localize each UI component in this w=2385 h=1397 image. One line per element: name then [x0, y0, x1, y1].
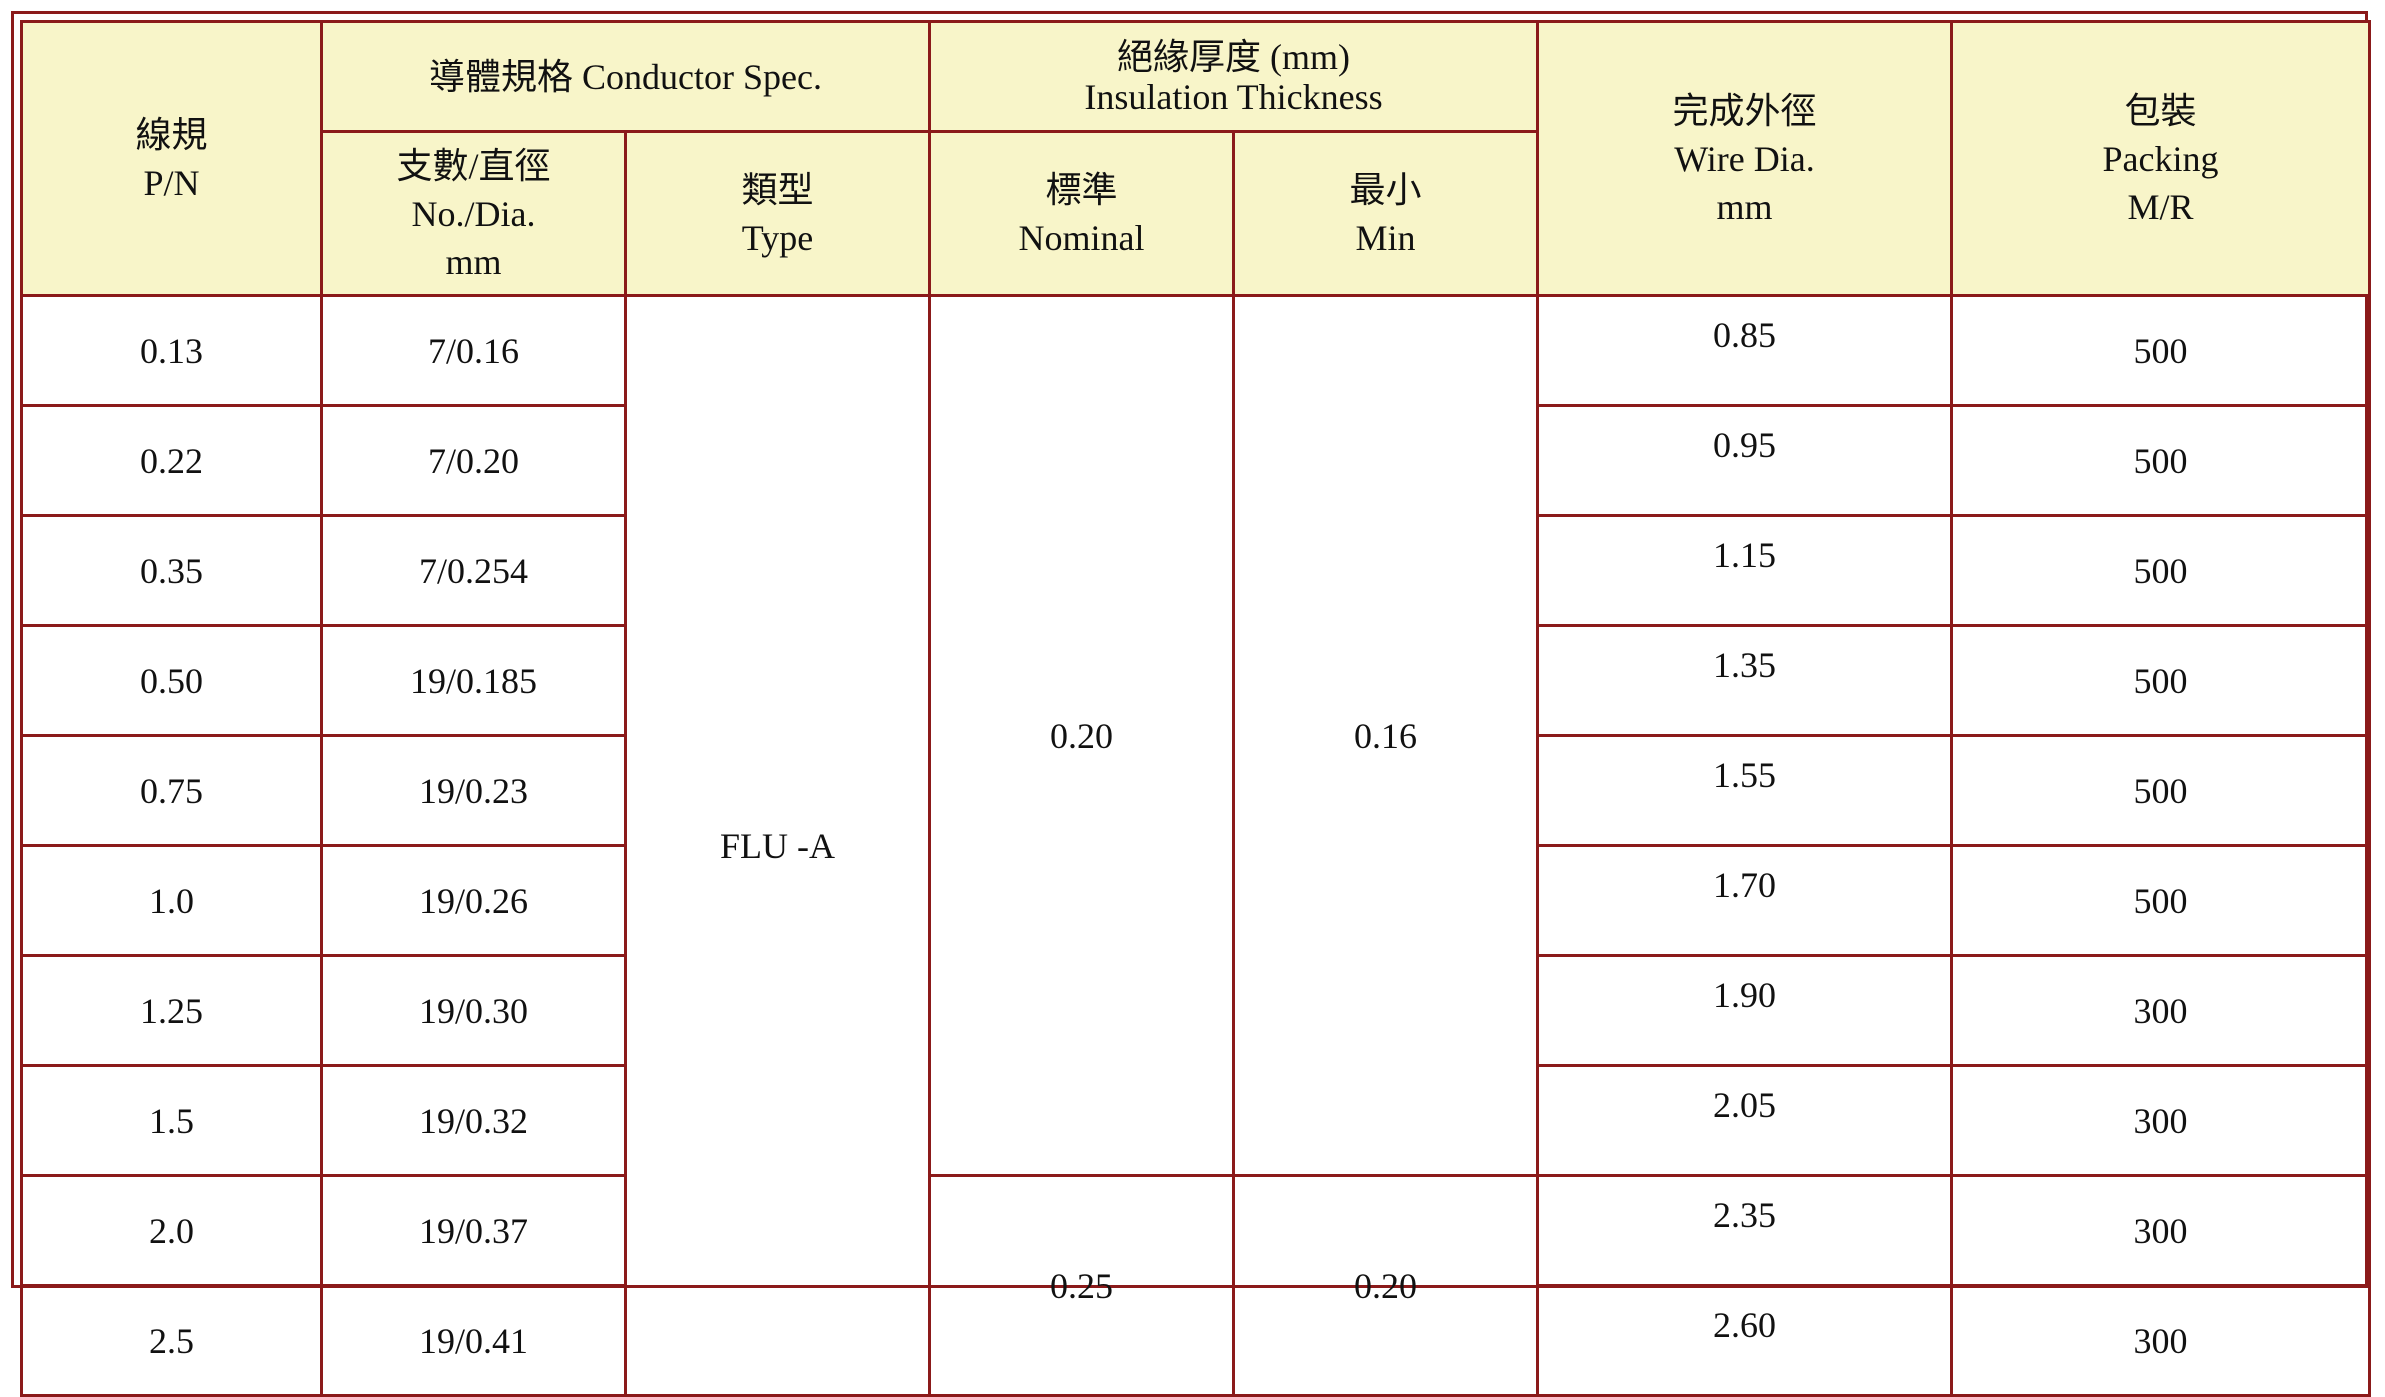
data-row: 1.25 19/0.30 1.90 300 [20, 954, 2371, 1067]
header-text: 包裝 [2124, 90, 2197, 131]
data-cell: 2.05 [1536, 1064, 1953, 1177]
data-cell: 19/0.23 [320, 734, 627, 847]
header-text: 類型 [741, 169, 814, 210]
header-cell: 完成外徑 Wire Dia. mm [1536, 20, 1953, 297]
header-text: P/N [143, 162, 200, 203]
data-cell: 500 [1950, 624, 2371, 737]
data-cell: 0.16 [1232, 294, 1539, 1177]
data-cell: 19/0.185 [320, 624, 627, 737]
data-row: 0.50 19/0.185 1.35 500 [20, 624, 2371, 737]
header-cell: 標準 Nominal [928, 130, 1235, 297]
header-text: 完成外徑 [1672, 90, 1817, 131]
data-cell: 0.50 [20, 624, 323, 737]
data-row: 1.0 19/0.26 1.70 500 [20, 844, 2371, 957]
data-cell: 0.25 [928, 1174, 1235, 1397]
data-cell: 0.35 [20, 514, 323, 627]
header-text: 線規 [135, 114, 208, 155]
header-text: No./Dia. [411, 193, 536, 234]
data-cell: 500 [1950, 844, 2371, 957]
header-text: M/R [2127, 186, 2194, 227]
header-text: 標準 [1045, 169, 1118, 210]
data-row: 0.13 7/0.16 FLU -A 0.20 0.16 0.85 500 [20, 294, 2371, 1397]
data-cell: 1.15 [1536, 514, 1953, 627]
data-cell: 2.5 [20, 1284, 323, 1397]
table-body: 線規 P/N 導體規格 Conductor Spec. 絕緣厚度 (mm) Insu… [20, 20, 2371, 1397]
data-cell: 0.20 [928, 294, 1235, 1177]
data-cell: 500 [1950, 734, 2371, 847]
data-cell: 1.25 [20, 954, 323, 1067]
data-cell: 2.35 [1536, 1174, 1953, 1287]
data-cell: 19/0.30 [320, 954, 627, 1067]
data-row: 0.22 7/0.20 0.95 500 [20, 404, 2371, 517]
header-cell: 線規 P/N [20, 20, 323, 297]
header-cell: 類型 Type [624, 130, 931, 297]
data-cell: 1.0 [20, 844, 323, 957]
data-row: 0.35 7/0.254 1.15 500 [20, 514, 2371, 627]
data-cell: 1.70 [1536, 844, 1953, 957]
data-cell: 1.90 [1536, 954, 1953, 1067]
data-cell: 500 [1950, 404, 2371, 517]
data-cell: 300 [1950, 1064, 2371, 1177]
header-text: Insulation Thickness [1084, 76, 1383, 117]
data-cell: 300 [1950, 1174, 2371, 1287]
header-cell: 絕緣厚度 (mm) Insulation Thickness [928, 20, 1539, 133]
header-text: 導體規格 Conductor Spec. [429, 56, 822, 97]
data-cell: 300 [1950, 1284, 2371, 1397]
header-text: Type [741, 217, 814, 258]
data-cell: 19/0.26 [320, 844, 627, 957]
header-cell: 包裝 Packing M/R [1950, 20, 2371, 297]
header-text: Min [1355, 217, 1416, 258]
data-cell: 7/0.20 [320, 404, 627, 517]
header-text: 絕緣厚度 (mm) [1117, 36, 1350, 77]
data-cell: 1.35 [1536, 624, 1953, 737]
data-cell: FLU -A [624, 294, 931, 1397]
data-cell: 0.22 [20, 404, 323, 517]
header-row: 線規 P/N 導體規格 Conductor Spec. 絕緣厚度 (mm) Insu… [20, 20, 2371, 297]
data-cell: 0.75 [20, 734, 323, 847]
data-cell: 0.13 [20, 294, 323, 407]
spec-table: 線規 P/N 導體規格 Conductor Spec. 絕緣厚度 (mm) Insu… [20, 20, 2371, 1397]
data-cell: 2.60 [1536, 1284, 1953, 1397]
header-text: Packing [2102, 138, 2219, 179]
data-cell: 19/0.41 [320, 1284, 627, 1397]
data-cell: 7/0.16 [320, 294, 627, 407]
data-row: 1.5 19/0.32 2.05 300 [20, 1064, 2371, 1177]
header-text: 最小 [1349, 169, 1422, 210]
data-cell: 300 [1950, 954, 2371, 1067]
data-cell: 500 [1950, 294, 2371, 407]
data-cell: 19/0.37 [320, 1174, 627, 1287]
data-cell: 500 [1950, 514, 2371, 627]
header-row: 支數/直徑 No./Dia. mm 類型 Type 標準 Nominal 最小 Min [22, 130, 2370, 297]
header-cell: 導體規格 Conductor Spec. [320, 20, 931, 133]
header-cell: 支數/直徑 No./Dia. mm [320, 130, 627, 297]
header-text: mm [445, 241, 502, 282]
header-text: Wire Dia. [1674, 138, 1815, 179]
data-cell: 0.85 [1536, 294, 1953, 407]
page: 線規 P/N 導體規格 Conductor Spec. 絕緣厚度 (mm) Insu… [11, 11, 2371, 1397]
header-text: mm [1716, 186, 1773, 227]
header-cell: 最小 Min [1232, 130, 1539, 297]
data-cell: 1.55 [1536, 734, 1953, 847]
data-row: 0.75 19/0.23 1.55 500 [20, 734, 2371, 847]
data-cell: 0.20 [1232, 1174, 1539, 1397]
data-cell: 1.5 [20, 1064, 323, 1177]
data-row: 2.0 19/0.37 0.25 0.20 2.35 300 [20, 1174, 2371, 1397]
data-cell: 19/0.32 [320, 1064, 627, 1177]
header-text: 支數/直徑 [396, 145, 551, 186]
header-text: Nominal [1018, 217, 1145, 258]
data-cell: 2.0 [20, 1174, 323, 1287]
data-cell: 7/0.254 [320, 514, 627, 627]
data-cell: 0.95 [1536, 404, 1953, 517]
